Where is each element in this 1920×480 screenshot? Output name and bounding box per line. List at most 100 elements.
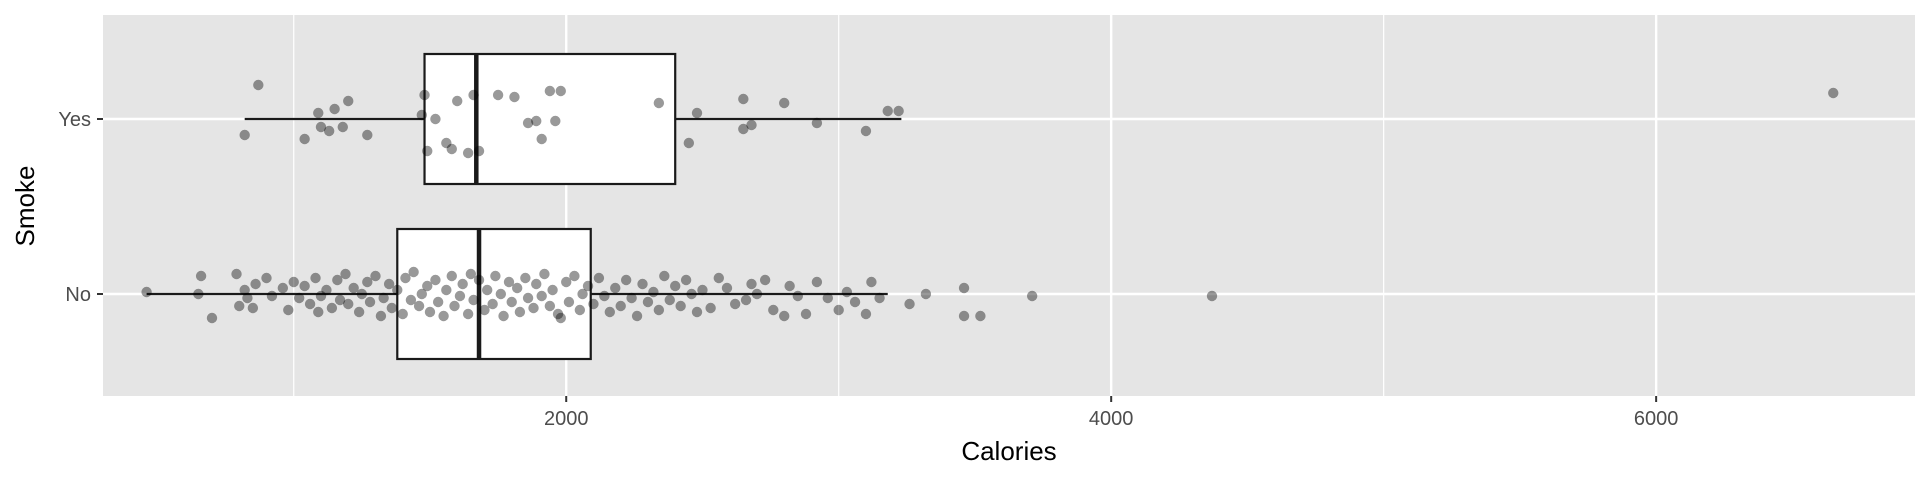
data-point [1026,290,1038,302]
data-point [337,121,348,133]
data-point [362,276,373,288]
data-point [555,85,566,97]
data-point [958,282,970,294]
data-point [561,276,572,288]
data-point [531,115,542,127]
data-point [288,276,299,288]
data-point [746,119,757,131]
data-point [860,125,872,137]
data-point [283,304,294,316]
data-point [405,294,417,306]
data-point [577,288,588,300]
data-point [792,290,804,302]
data-point [522,117,534,129]
data-point [334,294,346,306]
data-point [353,306,365,318]
data-point [509,91,520,103]
data-point [424,306,436,318]
data-point [446,143,457,155]
data-point [849,296,861,308]
data-point [141,286,152,298]
data-point [370,270,381,282]
data-point [430,274,441,286]
data-point [250,278,261,290]
data-point [1828,87,1839,99]
data-point [544,85,556,97]
data-point [247,302,259,314]
data-point [430,113,441,125]
data-point [454,290,466,302]
data-point [893,105,904,117]
data-point [768,304,779,316]
data-point [822,292,833,304]
data-point [841,286,853,298]
data-point [811,276,823,288]
data-point [362,129,373,141]
data-point [239,284,250,296]
data-point [321,284,332,296]
data-point [408,266,419,278]
data-point [231,268,242,280]
data-point [874,292,885,304]
data-point [604,306,616,318]
y-tick-label: No [65,284,91,306]
data-point [746,278,757,290]
data-point [323,125,335,137]
data-point [697,284,708,296]
data-point [691,306,703,318]
data-point [375,310,387,322]
data-point [759,274,771,286]
data-point [432,296,444,308]
data-point [343,95,354,107]
data-point [452,95,463,107]
data-point [637,278,648,290]
data-point [242,292,253,304]
data-point [599,290,610,302]
data-point [386,302,398,314]
data-point [329,103,340,115]
boxplots [146,52,902,361]
data-point [648,286,659,298]
data-point [449,300,460,312]
jitter-points [141,79,1839,324]
data-point [738,123,749,135]
data-point [544,300,556,312]
data-point [729,298,741,310]
data-point [277,282,289,294]
data-point [705,302,716,314]
data-point [487,298,498,310]
data-point [1206,290,1218,302]
data-point [438,310,449,322]
data-point [686,288,697,300]
data-point [593,272,605,284]
data-point [490,270,501,282]
plot-panel [103,15,1915,396]
data-point [340,268,351,280]
data-point [800,308,812,320]
data-point [419,89,430,101]
data-point [511,282,523,294]
data-point [481,284,493,296]
data-point [293,292,305,304]
data-point [310,272,321,284]
data-point [473,145,485,157]
y-axis-title: Smoke [10,166,40,247]
x-tick-label: 6000 [1634,408,1679,430]
data-point [495,288,507,300]
data-point [343,298,354,310]
data-point [779,97,790,109]
y-tick-label: Yes [58,109,91,131]
data-point [653,97,665,109]
data-point [416,109,428,121]
data-point [539,268,550,280]
data-point [882,105,893,117]
data-point [383,278,395,290]
data-point [413,300,425,312]
data-point [555,312,566,324]
data-point [462,308,474,320]
data-point [582,280,594,292]
data-point [457,278,468,290]
data-point [811,117,823,129]
data-point [691,107,703,119]
data-point [653,304,665,316]
